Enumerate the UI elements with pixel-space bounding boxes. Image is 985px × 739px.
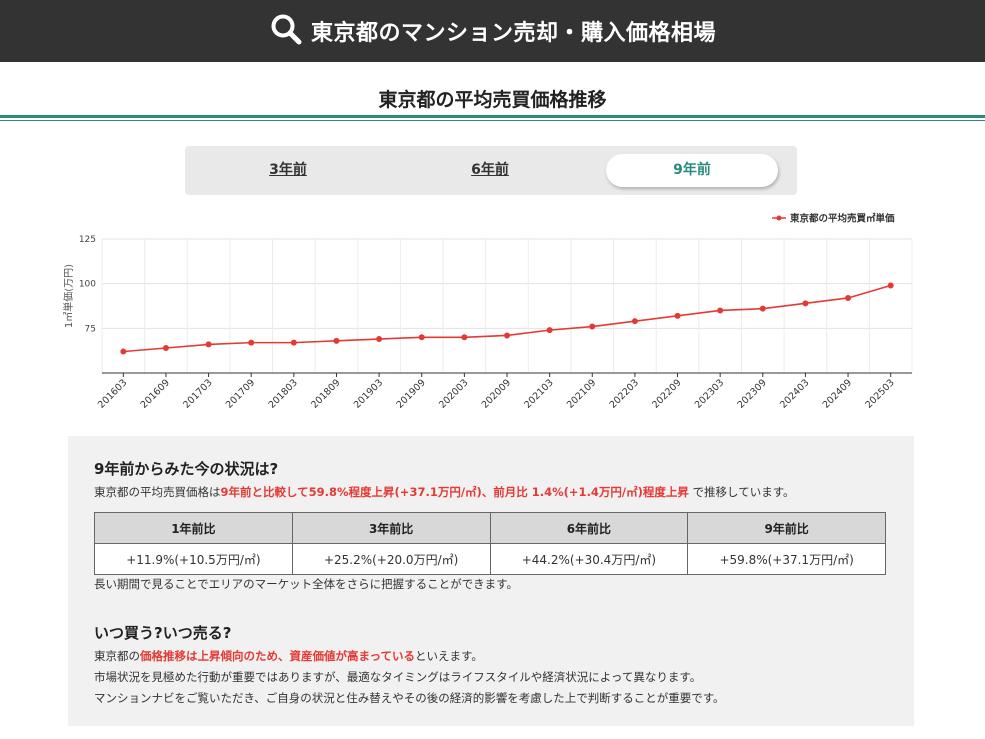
data-point <box>162 344 169 351</box>
status-suffix: で推移しています。 <box>688 485 795 499</box>
data-point <box>887 282 894 289</box>
advice-prefix: 東京都の <box>94 649 140 663</box>
status-prefix: 東京都の平均売買価格は <box>94 485 221 499</box>
table-cell: +44.2%(+30.4万円/㎡) <box>489 543 689 575</box>
data-point <box>461 334 468 341</box>
data-point <box>205 341 212 348</box>
data-point <box>759 305 766 312</box>
tab-9-years[interactable]: 9年前 <box>606 154 778 187</box>
data-point <box>504 332 510 339</box>
tab-6-years[interactable]: 6年前 <box>471 162 509 178</box>
x-tick-label: 201703 <box>181 377 214 410</box>
y-tick-label: 125 <box>79 235 96 245</box>
status-summary: 東京都の平均売買価格は9年前と比較して59.8%程度上昇(+37.1万円/㎡)、… <box>94 484 795 500</box>
data-point <box>631 318 638 325</box>
x-tick-label: 201803 <box>267 377 300 410</box>
series-line <box>123 284 891 353</box>
y-axis-label: 1㎡単価(万円) <box>62 264 75 328</box>
data-point <box>546 327 553 334</box>
x-tick-label: 201609 <box>139 377 172 410</box>
y-tick-label: 75 <box>85 324 96 334</box>
table-header-row: 1年前比 3年前比 6年前比 9年前比 <box>94 512 886 544</box>
x-tick-label: 201603 <box>96 377 129 410</box>
x-tick-label: 202209 <box>650 377 683 410</box>
comparison-table: 1年前比 3年前比 6年前比 9年前比 +11.9%(+10.5万円/㎡) +2… <box>94 512 886 575</box>
advice-line-3: マンションナビをご覧いただき、ご自身の状況と住み替えやその後の経済的影響を考慮し… <box>94 691 725 705</box>
x-tick-label: 201909 <box>394 377 427 410</box>
x-tick-label: 202503 <box>863 377 896 410</box>
data-point <box>418 334 425 341</box>
table-cell: +25.2%(+20.0万円/㎡) <box>291 543 491 575</box>
page-title: 東京都のマンション売却・購入価格相場 <box>310 21 716 46</box>
data-point <box>333 337 340 344</box>
advice-line-1: 東京都の価格推移は上昇傾向のため、資産価値が高まっているといえます。 <box>94 648 483 664</box>
legend-marker <box>776 215 782 221</box>
y-tick-label: 100 <box>79 280 96 290</box>
x-tick-label: 201903 <box>352 377 385 410</box>
x-tick-label: 202309 <box>735 377 768 410</box>
advice-line-2: 市場状況を見極めた行動が重要ではありますが、最適なタイミングはライフスタイルや経… <box>94 670 702 684</box>
data-point <box>589 323 596 330</box>
table-header: 3年前比 <box>291 512 491 544</box>
table-cell: +11.9%(+10.5万円/㎡) <box>94 543 293 575</box>
data-point <box>845 294 852 301</box>
search-icon <box>269 12 303 50</box>
status-panel: 9年前からみた今の状況は? 東京都の平均売買価格は9年前と比較して59.8%程度… <box>68 436 914 726</box>
data-point <box>248 339 255 346</box>
period-tabs: 3年前 6年前 9年前 <box>185 146 797 195</box>
x-tick-label: 201709 <box>224 377 257 410</box>
price-chart: 75 100 125 201603 201609 201703 201709 201803 20… <box>50 205 930 430</box>
data-point <box>674 312 681 319</box>
advice-highlight: 価格推移は上昇傾向のため、資産価値が高まっている <box>140 649 415 663</box>
divider <box>0 115 985 118</box>
x-tick-label: 202003 <box>437 377 470 410</box>
table-header: 9年前比 <box>687 512 886 544</box>
advice-suffix: といえます。 <box>414 649 483 663</box>
table-row: +11.9%(+10.5万円/㎡) +25.2%(+20.0万円/㎡) +44.… <box>94 543 886 575</box>
data-point <box>290 339 297 346</box>
status-heading: 9年前からみた今の状況は? <box>94 460 279 478</box>
table-cell: +59.8%(+37.1万円/㎡) <box>687 543 886 575</box>
x-tick-label: 202409 <box>821 377 854 410</box>
site-header: 東京都のマンション売却・購入価格相場 <box>0 0 985 62</box>
data-point <box>376 336 383 343</box>
section-title: 東京都の平均売買価格推移 <box>378 89 607 111</box>
x-tick-label: 202109 <box>565 377 598 410</box>
data-point <box>120 348 127 355</box>
x-tick-label: 202403 <box>778 377 811 410</box>
x-tick-label: 202009 <box>480 377 513 410</box>
legend-label: 東京都の平均売買㎡単価 <box>789 213 895 225</box>
data-point <box>717 307 724 314</box>
advice-heading: いつ買う?いつ売る? <box>94 624 232 642</box>
x-tick-label: 201809 <box>309 377 342 410</box>
comparison-note: 長い期間で見ることでエリアのマーケット全体をさらに把握することができます。 <box>94 577 519 591</box>
divider-thin <box>0 120 985 121</box>
table-header: 1年前比 <box>94 512 293 544</box>
x-tick-label: 202203 <box>608 377 641 410</box>
data-point <box>802 300 809 307</box>
x-tick-label: 202303 <box>693 377 726 410</box>
tab-3-years[interactable]: 3年前 <box>269 162 307 178</box>
table-header: 6年前比 <box>489 512 689 544</box>
x-tick-label: 202103 <box>522 377 555 410</box>
status-highlight: 9年前と比較して59.8%程度上昇(+37.1万円/㎡)、前月比 1.4%(+1… <box>220 485 689 499</box>
line-chart-svg: 75 100 125 201603 201609 201703 201709 201803 20… <box>62 213 913 411</box>
